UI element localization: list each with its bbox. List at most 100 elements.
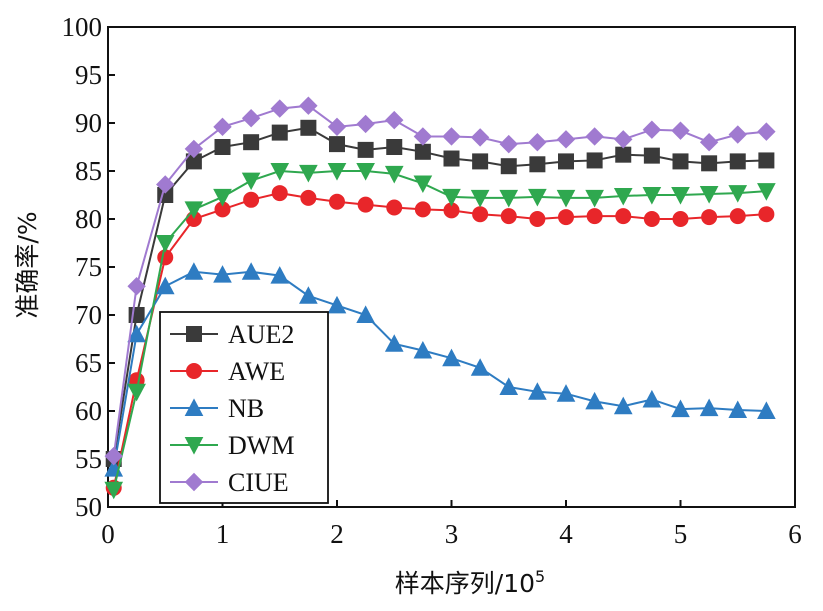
y-tick-label: 75 bbox=[75, 252, 102, 282]
data-point bbox=[127, 324, 146, 343]
data-point bbox=[470, 189, 490, 208]
data-point bbox=[728, 185, 748, 203]
data-point bbox=[356, 305, 375, 323]
data-point bbox=[327, 117, 347, 137]
data-point bbox=[528, 132, 547, 152]
data-point bbox=[556, 130, 576, 149]
legend-label: DWM bbox=[228, 431, 294, 460]
data-point bbox=[357, 196, 374, 213]
data-point bbox=[385, 110, 404, 130]
data-point bbox=[613, 187, 633, 206]
data-point bbox=[672, 211, 689, 227]
legend-marker bbox=[184, 472, 204, 492]
series-aue2 bbox=[105, 119, 775, 467]
y-tick-label: 50 bbox=[75, 492, 102, 522]
data-point bbox=[672, 153, 689, 170]
data-point bbox=[213, 188, 232, 207]
data-point bbox=[241, 108, 261, 128]
data-point bbox=[499, 134, 518, 154]
data-point bbox=[300, 189, 317, 206]
data-point bbox=[500, 158, 517, 175]
legend-entry: AUE2 bbox=[170, 320, 294, 349]
data-point bbox=[443, 150, 460, 167]
data-point bbox=[614, 130, 633, 149]
data-point bbox=[155, 276, 175, 295]
legend-entry: DWM bbox=[170, 431, 294, 460]
data-point bbox=[442, 127, 461, 146]
legend-label: AWE bbox=[228, 357, 285, 386]
data-point bbox=[241, 262, 261, 280]
data-point bbox=[300, 119, 317, 136]
data-point bbox=[299, 96, 318, 115]
data-point bbox=[529, 156, 546, 173]
data-point bbox=[642, 389, 662, 408]
y-axis-title: 准确率/% bbox=[13, 211, 42, 318]
axes: 0 1 2 3 4 5 6 50 55 60 65 70 75 80 85 90 95 100 bbox=[62, 12, 802, 549]
data-point bbox=[213, 117, 232, 137]
data-point bbox=[615, 146, 632, 163]
data-point bbox=[329, 136, 345, 153]
data-point bbox=[243, 191, 260, 208]
legend-label: AUE2 bbox=[228, 320, 294, 349]
data-point bbox=[556, 384, 576, 402]
data-point bbox=[156, 175, 175, 194]
data-point bbox=[413, 175, 433, 194]
x-axis-title: 样本序列/105 bbox=[395, 567, 545, 598]
y-tick-label: 80 bbox=[75, 204, 102, 234]
data-point bbox=[728, 400, 748, 419]
data-point bbox=[642, 120, 662, 139]
x-tick-label: 6 bbox=[788, 519, 802, 549]
data-point bbox=[104, 481, 124, 500]
legend-marker bbox=[184, 398, 204, 416]
data-point bbox=[671, 399, 690, 418]
data-point bbox=[357, 141, 374, 158]
data-point bbox=[499, 189, 519, 208]
data-point bbox=[470, 128, 490, 147]
data-point bbox=[757, 183, 776, 201]
data-point bbox=[499, 377, 519, 395]
series-layer bbox=[104, 96, 776, 500]
data-point bbox=[442, 348, 461, 367]
y-tick-label: 70 bbox=[75, 300, 102, 330]
data-point bbox=[729, 153, 746, 170]
data-point bbox=[104, 446, 123, 466]
data-point bbox=[643, 211, 660, 227]
legend-entry: AWE bbox=[170, 357, 285, 386]
data-point bbox=[356, 163, 375, 181]
x-tick-label: 3 bbox=[445, 519, 459, 549]
legend-entry: NB bbox=[170, 394, 264, 423]
data-point bbox=[671, 187, 690, 205]
data-point bbox=[728, 125, 747, 144]
data-point bbox=[127, 276, 146, 296]
data-point bbox=[270, 266, 290, 284]
legend-marker bbox=[186, 326, 202, 342]
data-point bbox=[127, 383, 146, 402]
data-point bbox=[529, 211, 546, 227]
data-point bbox=[556, 189, 576, 208]
data-point bbox=[586, 208, 603, 225]
series-ciue bbox=[104, 96, 776, 466]
data-point bbox=[386, 199, 403, 216]
x-tick-label: 1 bbox=[216, 519, 230, 549]
data-point bbox=[642, 187, 662, 205]
x-tick-label: 4 bbox=[559, 519, 573, 549]
legend-label: NB bbox=[228, 394, 264, 423]
data-point bbox=[585, 127, 604, 146]
data-point bbox=[613, 396, 633, 415]
data-point bbox=[386, 139, 403, 155]
data-point bbox=[184, 139, 204, 159]
data-point bbox=[271, 124, 288, 141]
y-tick-label: 100 bbox=[62, 12, 103, 42]
data-point bbox=[757, 401, 776, 419]
y-tick-label: 65 bbox=[75, 348, 102, 378]
data-point bbox=[271, 185, 288, 202]
data-point bbox=[299, 164, 318, 183]
y-tick-label: 60 bbox=[75, 396, 102, 426]
data-point bbox=[586, 152, 603, 169]
data-point bbox=[558, 209, 574, 226]
data-point bbox=[384, 165, 404, 184]
x-axis-title-text: 样本序列/10 bbox=[395, 569, 535, 598]
data-point bbox=[414, 201, 431, 218]
data-point bbox=[699, 398, 719, 417]
data-point bbox=[699, 132, 719, 152]
